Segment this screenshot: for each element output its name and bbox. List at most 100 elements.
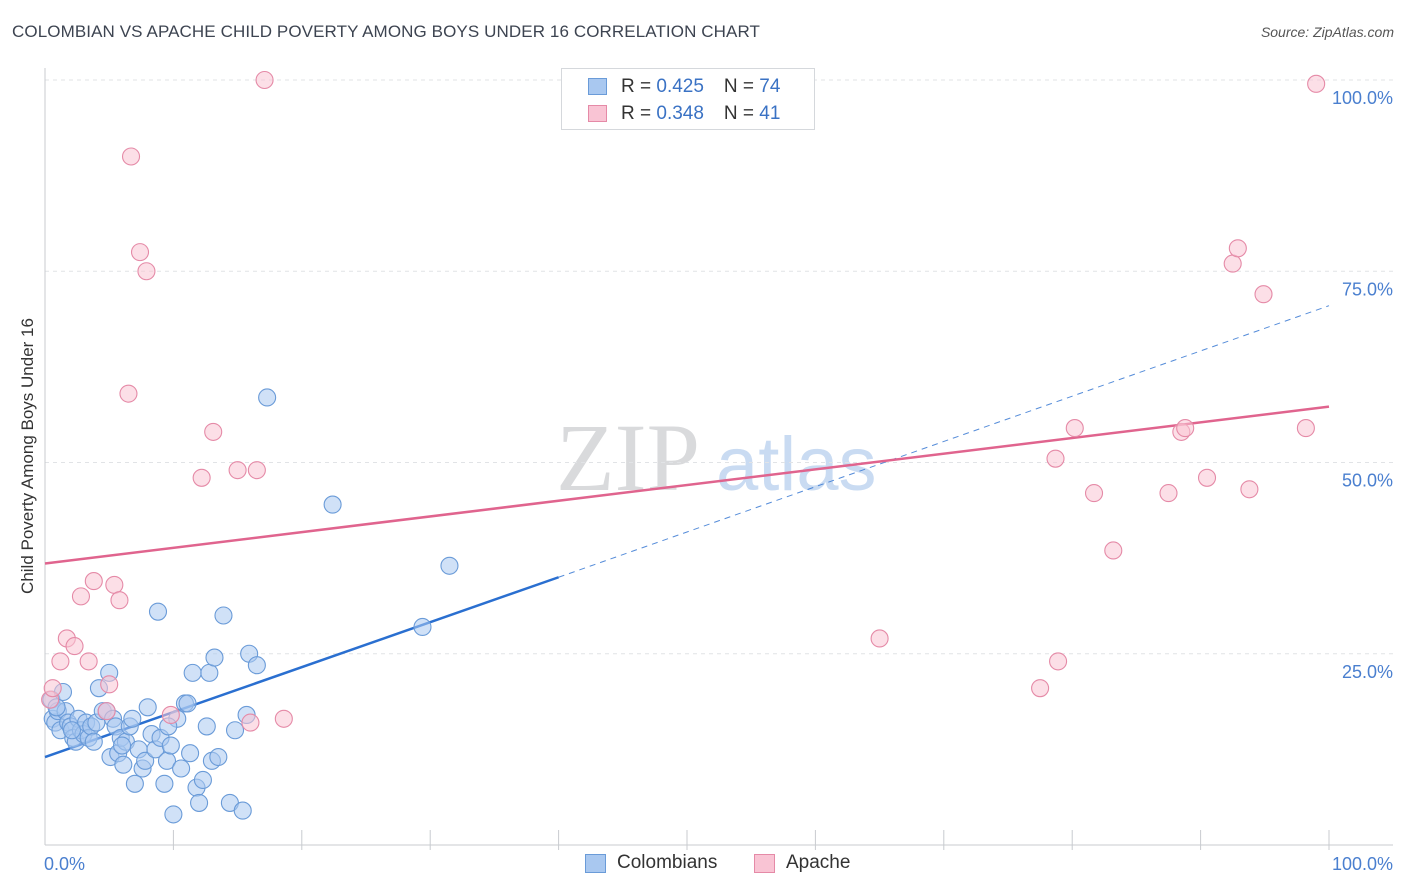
data-point xyxy=(148,602,168,621)
data-point xyxy=(65,637,84,656)
data-point xyxy=(125,774,144,793)
data-point xyxy=(1176,419,1195,438)
data-point xyxy=(1084,484,1104,503)
data-point xyxy=(130,243,150,262)
legend-swatch-colombians xyxy=(585,854,606,873)
data-point xyxy=(121,147,141,166)
chart-source: Source: ZipAtlas.com xyxy=(1260,24,1394,40)
legend-n-label: N = xyxy=(723,103,760,124)
data-point xyxy=(84,732,103,751)
data-points xyxy=(41,70,1326,824)
data-point xyxy=(1254,285,1273,304)
data-point xyxy=(440,556,459,575)
trend-line-apache xyxy=(44,405,1330,565)
data-point xyxy=(1159,484,1178,503)
x-ticks xyxy=(172,830,1330,850)
data-point xyxy=(258,388,277,407)
data-point xyxy=(1046,449,1065,468)
y-tick-label: 75.0% xyxy=(1342,279,1393,299)
data-point xyxy=(161,736,180,755)
data-point xyxy=(192,468,211,487)
y-tick-label: 50.0% xyxy=(1342,471,1393,491)
data-point xyxy=(1296,419,1315,438)
data-point xyxy=(228,461,247,480)
data-point xyxy=(79,652,98,671)
data-point xyxy=(172,759,191,778)
data-point xyxy=(214,606,233,625)
data-point xyxy=(43,679,62,698)
series-apache xyxy=(41,70,1326,732)
data-point xyxy=(164,805,183,824)
y-axis-label: Child Poverty Among Boys Under 16 xyxy=(18,318,37,594)
data-point xyxy=(119,384,138,403)
data-point xyxy=(114,755,133,774)
data-point xyxy=(123,709,142,728)
data-point xyxy=(161,705,180,725)
trend-lines xyxy=(44,305,1330,759)
legend-r-value: 0.348 xyxy=(656,103,704,124)
data-point xyxy=(1307,74,1326,93)
chart-title: COLOMBIAN VS APACHE CHILD POVERTY AMONG … xyxy=(12,22,761,41)
data-point xyxy=(1240,480,1259,499)
data-point xyxy=(110,591,129,610)
data-point xyxy=(1228,239,1247,258)
data-point xyxy=(62,721,82,740)
correlation-legend: R = 0.425 N = 74 R = 0.348 N = 41 xyxy=(561,68,815,130)
data-point xyxy=(205,648,224,667)
data-point xyxy=(136,751,155,770)
data-point xyxy=(1049,652,1068,671)
data-point xyxy=(1031,679,1050,698)
data-point xyxy=(112,736,132,755)
legend-n-value: 74 xyxy=(759,76,781,97)
data-point xyxy=(178,694,197,713)
x-tick-label: 0.0% xyxy=(44,854,85,874)
trend-line-extension-colombians xyxy=(558,305,1330,578)
data-point xyxy=(190,793,209,812)
data-point xyxy=(1104,541,1123,560)
data-point xyxy=(105,575,124,594)
data-point xyxy=(225,721,245,740)
legend-label-colombians: Colombians xyxy=(617,852,718,873)
data-point xyxy=(71,587,91,606)
data-point xyxy=(97,702,116,721)
data-point xyxy=(870,629,889,648)
series-colombians xyxy=(42,388,459,824)
data-point xyxy=(200,663,219,682)
legend-n-value: 41 xyxy=(759,103,781,124)
data-point xyxy=(247,656,266,675)
watermark-zip: ZIP xyxy=(556,404,700,511)
y-tick-label: 100.0% xyxy=(1332,88,1393,108)
data-point xyxy=(155,774,174,793)
data-point xyxy=(241,713,260,732)
legend-r-label: R = xyxy=(621,76,657,97)
data-point xyxy=(138,698,157,717)
data-point xyxy=(323,495,342,514)
y-tick-label: 25.0% xyxy=(1342,662,1393,682)
data-point xyxy=(247,461,266,480)
legend-swatch-apache xyxy=(588,105,607,122)
x-tick-label: 100.0% xyxy=(1332,854,1393,874)
x-tick-labels: 0.0% 100.0% xyxy=(44,854,1393,874)
data-point xyxy=(137,262,156,281)
legend-swatch-colombians xyxy=(588,78,607,95)
data-point xyxy=(100,675,119,694)
legend-swatch-apache xyxy=(754,854,775,873)
data-point xyxy=(209,747,228,767)
legend-r-label: R = xyxy=(621,103,657,124)
data-point xyxy=(413,617,432,637)
legend-n-label: N = xyxy=(723,76,760,97)
gridlines xyxy=(45,79,1393,655)
data-point xyxy=(274,709,293,728)
data-point xyxy=(197,717,216,736)
data-point xyxy=(1065,419,1084,438)
data-point xyxy=(183,663,202,682)
data-point xyxy=(84,572,103,591)
data-point xyxy=(181,744,200,763)
data-point xyxy=(1197,468,1217,487)
data-point xyxy=(204,422,223,441)
y-tick-labels: 25.0% 50.0% 75.0% 100.0% xyxy=(1332,88,1393,682)
data-point xyxy=(255,70,274,90)
data-point xyxy=(193,770,212,790)
legend-r-value: 0.425 xyxy=(656,76,704,97)
